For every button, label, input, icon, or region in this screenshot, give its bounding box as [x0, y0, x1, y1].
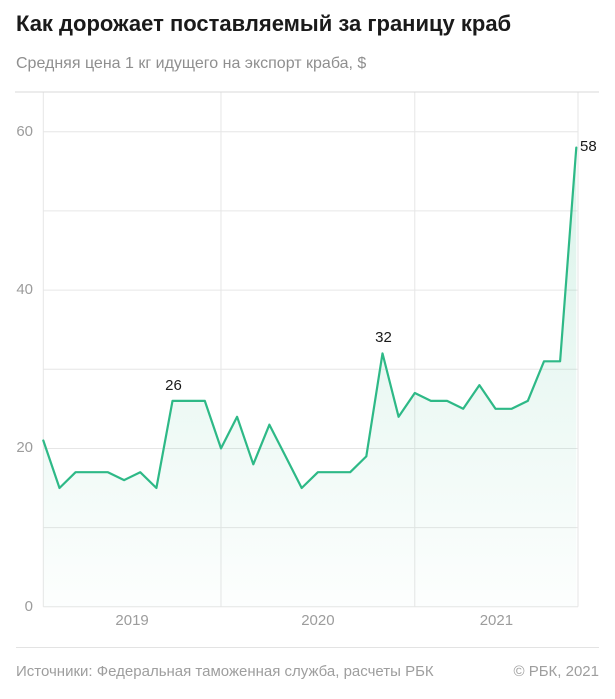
- sources-note: Источники: Федеральная таможенная служба…: [16, 663, 434, 680]
- area-fill: [43, 147, 577, 607]
- chart-title: Как дорожает поставляемый за границу кра…: [16, 11, 512, 36]
- chart-subtitle: Средняя цена 1 кг идущего на экспорт кра…: [16, 55, 367, 72]
- price-line: [42, 146, 578, 490]
- footer-divider: [16, 647, 599, 648]
- copyright-note: © РБК, 2021: [513, 663, 599, 680]
